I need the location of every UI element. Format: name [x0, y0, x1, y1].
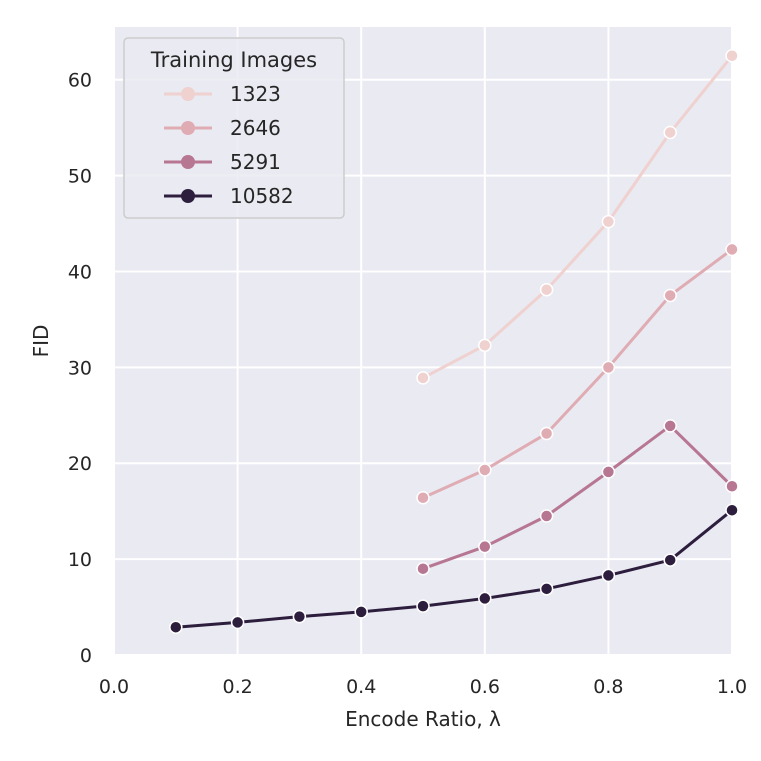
legend-item: 1323 [164, 82, 281, 106]
data-point [354, 605, 368, 619]
data-point [539, 282, 554, 297]
data-point [725, 479, 739, 494]
data-point [539, 582, 554, 596]
data-point [292, 609, 307, 624]
data-point [601, 214, 616, 229]
data-point [478, 338, 492, 353]
series-line [422, 424, 734, 571]
x-tick-label: 0.2 [222, 676, 252, 698]
legend: Training Images 1323 2646 5291 10582 [123, 37, 345, 219]
x-axis-ticks: 0.0 0.2 0.4 0.6 0.8 1.0 [99, 676, 747, 698]
data-point [601, 568, 616, 583]
legend-label: 1323 [230, 82, 281, 106]
legend-marker [181, 189, 195, 203]
x-tick-label: 0.8 [593, 676, 623, 698]
y-axis-label: FID [29, 325, 53, 358]
series-line [422, 248, 733, 500]
series-2646 [416, 242, 739, 505]
data-point [725, 503, 739, 517]
data-point [601, 360, 616, 375]
data-point [725, 49, 739, 63]
legend-title: Training Images [150, 48, 317, 72]
data-point [663, 419, 677, 433]
data-point [169, 620, 183, 634]
data-point [663, 553, 677, 567]
x-tick-label: 1.0 [717, 676, 747, 698]
data-point [539, 426, 554, 441]
legend-label: 5291 [230, 150, 281, 174]
data-point [663, 125, 677, 140]
grid-lines [113, 27, 733, 656]
y-tick-label: 50 [68, 166, 92, 188]
y-tick-label: 60 [68, 70, 92, 92]
series-10582 [169, 503, 739, 634]
series-5291 [416, 419, 739, 576]
data-point [539, 509, 554, 523]
data-point [230, 615, 245, 630]
series-group [169, 49, 739, 634]
data-point [478, 591, 492, 606]
data-point [416, 561, 430, 576]
data-point [663, 288, 677, 303]
data-point [478, 539, 492, 554]
legend-marker [181, 87, 195, 101]
y-tick-label: 10 [68, 549, 92, 571]
legend-label: 10582 [230, 184, 294, 208]
data-point [416, 491, 430, 505]
legend-label: 2646 [230, 116, 281, 140]
data-point [601, 465, 616, 479]
legend-marker [181, 121, 195, 135]
legend-items: 1323 2646 5291 10582 [164, 82, 294, 208]
y-axis-ticks: 0 10 20 30 40 50 60 [68, 70, 92, 667]
legend-marker [181, 155, 195, 169]
y-tick-label: 20 [68, 453, 92, 475]
data-point [416, 599, 430, 613]
series-line [422, 54, 734, 380]
x-tick-label: 0.4 [346, 676, 376, 698]
series-line [175, 509, 733, 629]
legend-item: 2646 [164, 116, 281, 140]
y-tick-label: 40 [68, 261, 92, 283]
x-tick-label: 0.0 [99, 676, 129, 698]
legend-box [123, 37, 345, 219]
series-1323 [416, 49, 739, 385]
x-tick-label: 0.6 [470, 676, 500, 698]
legend-item: 5291 [164, 150, 281, 174]
data-point [725, 242, 739, 257]
y-tick-label: 0 [80, 645, 92, 667]
legend-item: 10582 [164, 184, 294, 208]
data-point [416, 371, 430, 385]
y-tick-label: 30 [68, 357, 92, 379]
data-point [478, 463, 492, 477]
x-axis-label: Encode Ratio, λ [345, 707, 501, 731]
